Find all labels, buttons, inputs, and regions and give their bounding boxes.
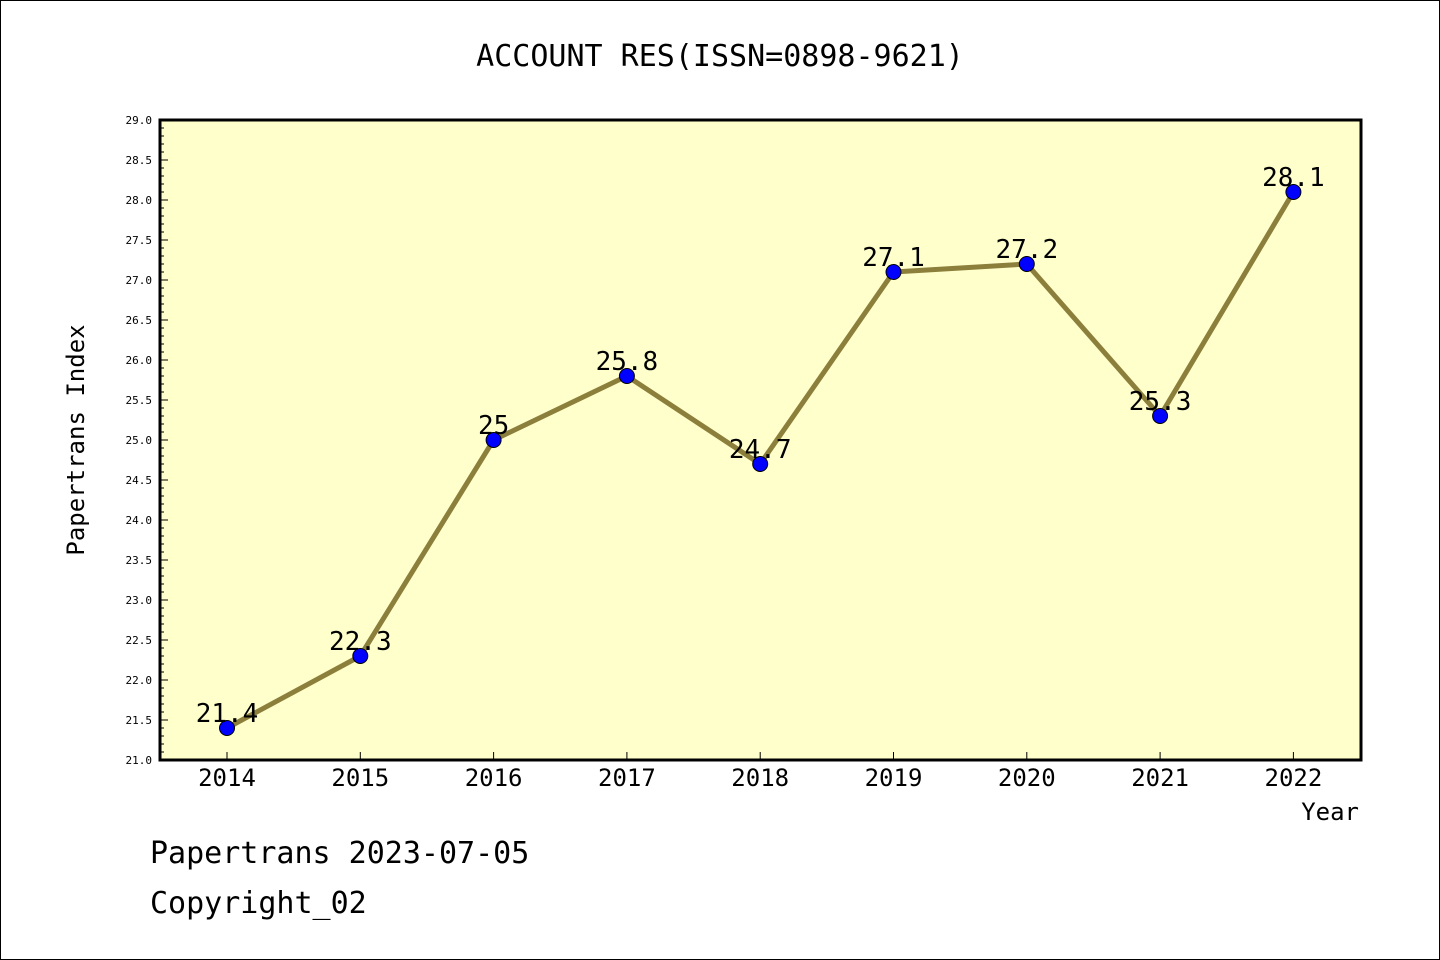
data-label: 25.3: [1129, 387, 1192, 417]
data-label: 22.3: [329, 627, 392, 657]
x-tick-label: 2016: [465, 764, 523, 792]
data-label: 24.7: [729, 435, 792, 465]
y-axis: 21.0 21.5 22.0 22.5 23.0 23.5 24.0 24.5 25.0 25.5…: [126, 114, 168, 767]
data-label: 21.4: [196, 699, 259, 729]
data-point: [618, 368, 635, 384]
x-tick-label: 2017: [598, 764, 656, 792]
y-tick-label: 21.0: [126, 754, 153, 767]
data-point: [485, 432, 502, 448]
data-markers: [219, 184, 1302, 736]
x-tick-label: 2015: [331, 764, 389, 792]
footer-copyright: Copyright_02: [150, 886, 367, 921]
chart-title: ACCOUNT RES(ISSN=0898-9621): [476, 39, 964, 74]
y-tick-label: 29.0: [126, 114, 153, 127]
y-tick-label: 25.5: [126, 394, 153, 407]
x-tick-label: 2022: [1265, 764, 1323, 792]
y-tick-label: 26.0: [126, 354, 153, 367]
y-tick-label: 25.0: [126, 434, 153, 447]
data-point: [352, 648, 369, 664]
data-point: [219, 720, 235, 736]
x-tick-label: 2020: [998, 764, 1056, 792]
data-point: [1152, 408, 1169, 424]
data-label: 27.1: [862, 243, 925, 273]
data-point: [752, 456, 769, 472]
y-tick-label: 23.0: [126, 594, 153, 607]
y-axis-label: Papertrans Index: [62, 324, 90, 555]
data-labels: 21.4 22.3 25 25.8 24.7 27.1 27.2 25.3 28.1: [196, 163, 1325, 729]
data-point: [1285, 184, 1302, 200]
y-tick-label: 28.5: [126, 154, 153, 167]
footer-date: Papertrans 2023-07-05: [150, 836, 530, 871]
data-label: 27.2: [995, 235, 1058, 265]
data-point: [1018, 256, 1035, 272]
y-tick-label: 24.0: [126, 514, 153, 527]
data-label: 28.1: [1262, 163, 1325, 193]
data-label: 25.8: [596, 347, 659, 377]
x-axis-label: Year: [1301, 798, 1359, 826]
x-tick-label: 2019: [865, 764, 923, 792]
data-label: 25: [478, 411, 509, 441]
y-tick-label: 28.0: [126, 194, 153, 207]
x-tick-label: 2018: [731, 764, 789, 792]
y-tick-label: 27.0: [126, 274, 153, 287]
y-tick-label: 22.5: [126, 634, 153, 647]
x-tick-label: 2014: [198, 764, 256, 792]
x-axis: 2014 2015 2016 2017 2018 2019 2020 2021 2022: [198, 752, 1322, 792]
data-point: [885, 264, 902, 280]
y-tick-label: 21.5: [126, 714, 153, 727]
x-tick-label: 2021: [1131, 764, 1189, 792]
y-tick-label: 26.5: [126, 314, 153, 327]
y-tick-label: 22.0: [126, 674, 153, 687]
y-tick-label: 27.5: [126, 234, 153, 247]
y-tick-label: 24.5: [126, 474, 153, 487]
y-tick-label: 23.5: [126, 554, 153, 567]
